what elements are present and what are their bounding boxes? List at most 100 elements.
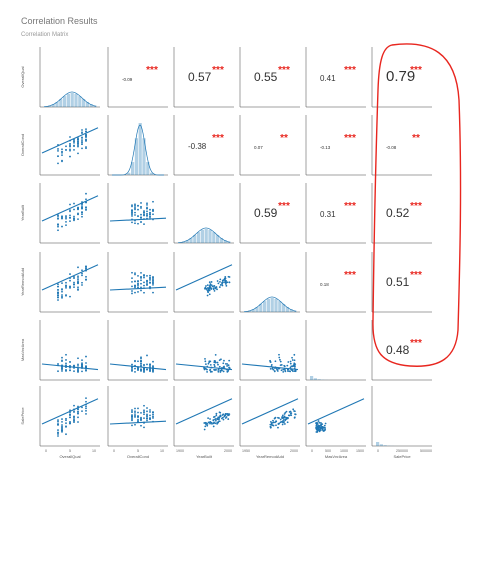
significance-stars: *** [212,133,224,144]
scatter-point [317,420,320,422]
scatter-point [289,410,292,413]
scatter-points [203,275,231,297]
scatter-point [205,423,207,426]
scatter-point [146,413,148,416]
scatter-point [204,357,206,360]
significance-stars: ** [412,133,420,144]
kde-line [43,91,97,108]
scatter-point [221,369,223,372]
scatter-point [69,149,71,152]
hist-bar [266,298,270,312]
significance-stars: *** [278,65,290,76]
scatter-point [213,421,215,424]
scatter-point [77,363,79,366]
hist-bar [189,237,193,243]
hist-bar [138,123,142,175]
cell-OverallQual-SalePrice: 0.79*** [371,47,432,108]
scatter-point [269,423,272,426]
scatter-point [207,287,210,290]
x-tick-label: 0 [113,449,115,453]
scatter-point [282,418,285,420]
x-axis-label: YearBuilt [196,454,213,459]
scatter-point [77,278,79,281]
scatter-point [134,407,136,410]
scatter-point [77,412,79,415]
scatter-points [203,353,231,373]
scatter-point [57,283,59,286]
scatter-point [57,433,59,435]
scatter-point [77,277,79,279]
hist-bar [134,138,138,175]
hist-bar [200,229,204,243]
scatter-point [143,364,145,367]
scatter-point [77,144,79,147]
scatter-point [140,207,142,209]
scatter-point [65,422,67,425]
scatter-point [149,417,151,419]
scatter-point [285,410,288,413]
scatter-point [69,279,71,282]
hist-bar [383,445,387,446]
scatter-point [282,371,285,373]
hist-bar [376,442,380,446]
x-tick-label: 0 [45,449,47,453]
scatter-point [137,418,139,421]
scatter-point [134,291,136,294]
scatter-point [294,363,297,366]
scatter-point [209,286,212,289]
scatter-point [206,424,209,427]
scatter-point [57,155,59,158]
scatter-point [57,214,59,217]
scatter-point [140,279,142,282]
scatter-points [315,420,327,433]
scatter-point [204,425,207,428]
scatter-point [291,356,293,359]
scatter-point [140,282,142,285]
scatter-point [134,371,136,373]
cell-YearBuilt-YearRemodAdd: 0.59 *** [239,183,300,244]
y-axis-label: OverallQual [20,66,25,87]
scatter-point [143,404,145,407]
scatter-point [69,414,71,417]
scatter-point [77,357,79,360]
scatter-point [146,417,148,420]
scatter-point [279,418,282,421]
scatter-point [73,277,75,280]
scatter-point [292,365,295,367]
scatter-point [61,225,63,228]
scatter-point [143,213,145,216]
x-tick-label: 0 [311,449,313,453]
x-tick-label: 500 [325,449,331,453]
scatter-point [61,295,63,298]
scatter-point [224,275,227,278]
scatter-point [137,208,139,211]
scatter-point [206,423,209,425]
scatter-point [61,148,63,151]
scatter-points [269,408,297,429]
scatter-point [131,409,133,411]
scatter-point [131,416,133,419]
scatter-point [137,215,139,217]
scatter-point [77,410,79,413]
scatter-point [269,426,272,429]
x-tick-label: 2000 [290,449,298,453]
scatter-point [152,200,154,203]
scatter-point [134,280,136,283]
significance-stars: ** [280,133,288,144]
scatter-point [317,428,320,431]
scatter-point [85,192,87,195]
scatter-point [73,140,75,142]
x-axis-label: YearRemodAdd [256,454,284,459]
kde-line [112,124,164,176]
scatter-point [140,213,142,216]
scatter-point [290,365,293,368]
scatter-point [208,289,211,292]
scatter-point [134,423,136,426]
x-tick-label: 10 [92,449,96,453]
scatter-point [85,138,87,141]
cell-MasVnrArea-MasVnrArea [305,320,366,381]
scatter-point [73,370,75,373]
scatter-point [81,269,83,272]
scatter-point [143,409,145,412]
scatter-point [137,274,139,277]
